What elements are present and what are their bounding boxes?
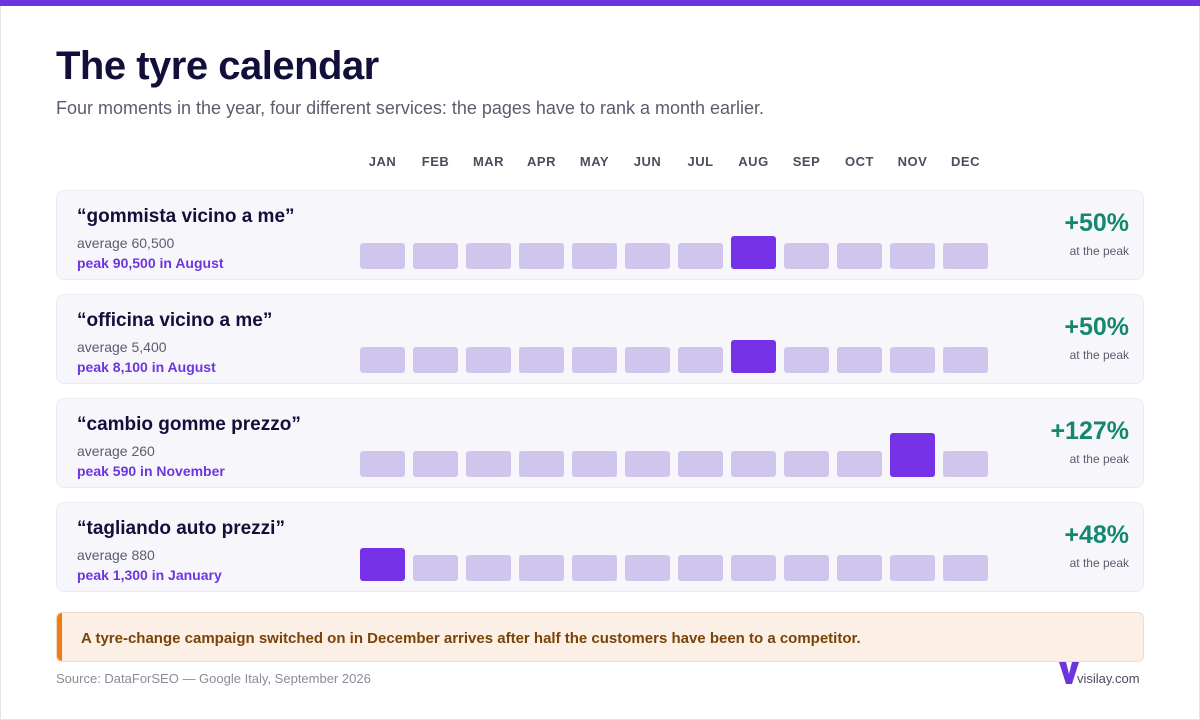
month-label-feb: FEB: [421, 154, 450, 169]
peak-change-value: +127%: [1050, 417, 1129, 445]
monthly-bars: [360, 399, 1000, 489]
month-label-dec: DEC: [951, 154, 980, 169]
month-bar: [360, 347, 405, 373]
keyword-peak: peak 1,300 in January: [77, 567, 222, 583]
brand-logo: visilay.com: [1057, 660, 1147, 690]
peak-change-label: at the peak: [1069, 348, 1129, 362]
month-bar: [360, 243, 405, 269]
peak-month-bar: [731, 340, 776, 373]
peak-change-label: at the peak: [1069, 452, 1129, 466]
peak-change-value: +48%: [1064, 521, 1129, 549]
keyword-term: “gommista vicino a me”: [77, 206, 295, 227]
monthly-bars: [360, 295, 1000, 385]
month-bar: [413, 347, 458, 373]
month-bar: [466, 555, 511, 581]
month-label-jan: JAN: [368, 154, 397, 169]
month-bar: [837, 451, 882, 477]
month-bar: [784, 243, 829, 269]
peak-change-label: at the peak: [1069, 556, 1129, 570]
peak-change-value: +50%: [1064, 209, 1129, 237]
month-bar: [678, 243, 723, 269]
month-bar: [466, 347, 511, 373]
month-label-jul: JUL: [687, 154, 714, 169]
month-bar: [890, 347, 935, 373]
peak-change-value: +50%: [1064, 313, 1129, 341]
month-label-nov: NOV: [897, 154, 928, 169]
month-bar: [837, 347, 882, 373]
keyword-card: “tagliando auto prezzi” average 880 peak 1…: [56, 502, 1144, 592]
month-bar: [943, 555, 988, 581]
month-label-aug: AUG: [738, 154, 769, 169]
month-label-sep: SEP: [792, 154, 821, 169]
month-bar: [678, 347, 723, 373]
monthly-bars: [360, 503, 1000, 593]
keyword-average: average 60,500: [77, 235, 175, 251]
month-bar: [943, 347, 988, 373]
month-bar: [784, 451, 829, 477]
month-label-mar: MAR: [472, 154, 505, 169]
month-bar: [625, 555, 670, 581]
callout-box: A tyre-change campaign switched on in De…: [56, 612, 1144, 662]
keyword-card: “gommista vicino a me” average 60,500 peak…: [56, 190, 1144, 280]
month-bar: [519, 347, 564, 373]
month-bar: [519, 243, 564, 269]
callout-accent-bar: [57, 613, 62, 661]
month-bar: [572, 243, 617, 269]
peak-month-bar: [890, 433, 935, 477]
top-accent-bar: [0, 0, 1200, 6]
peak-month-bar: [731, 236, 776, 269]
page-subtitle: Four moments in the year, four different…: [56, 98, 765, 118]
source-note: Source: DataForSEO — Google Italy, Septe…: [56, 671, 371, 686]
keyword-card: “cambio gomme prezzo” average 260 peak 590…: [56, 398, 1144, 488]
month-bar: [519, 555, 564, 581]
keyword-average: average 880: [77, 547, 155, 563]
month-axis: JAN FEB MAR APR MAY JUN JUL AUG SEP OCT NOV DEC: [360, 154, 1000, 172]
month-label-jun: JUN: [633, 154, 662, 169]
month-bar: [943, 243, 988, 269]
month-bar: [413, 451, 458, 477]
month-bar: [572, 451, 617, 477]
month-bar: [360, 451, 405, 477]
callout-text: A tyre-change campaign switched on in De…: [81, 630, 861, 647]
month-bar: [572, 347, 617, 373]
month-label-oct: OCT: [845, 154, 874, 169]
month-label-may: MAY: [579, 154, 610, 169]
month-bar: [678, 451, 723, 477]
month-bar: [837, 555, 882, 581]
brand-v-icon: [1059, 662, 1079, 684]
month-bar: [625, 451, 670, 477]
keyword-peak: peak 590 in November: [77, 463, 225, 479]
month-bar: [572, 555, 617, 581]
month-label-apr: APR: [527, 154, 556, 169]
month-bar: [784, 347, 829, 373]
month-bar: [625, 243, 670, 269]
keyword-term: “officina vicino a me”: [77, 310, 273, 331]
page-title: The tyre calendar: [56, 44, 379, 88]
monthly-bars: [360, 191, 1000, 281]
brand-wordmark: visilay.com: [1077, 671, 1140, 686]
month-bar: [943, 451, 988, 477]
month-bar: [413, 243, 458, 269]
month-bar: [413, 555, 458, 581]
month-bar: [731, 555, 776, 581]
month-bar: [466, 451, 511, 477]
keyword-average: average 260: [77, 443, 155, 459]
month-bar: [837, 243, 882, 269]
keyword-term: “tagliando auto prezzi”: [77, 518, 285, 539]
keyword-average: average 5,400: [77, 339, 167, 355]
keyword-peak: peak 8,100 in August: [77, 359, 216, 375]
keyword-term: “cambio gomme prezzo”: [77, 414, 301, 435]
month-bar: [625, 347, 670, 373]
keyword-peak: peak 90,500 in August: [77, 255, 224, 271]
keyword-card: “officina vicino a me” average 5,400 peak …: [56, 294, 1144, 384]
month-bar: [466, 243, 511, 269]
peak-change-label: at the peak: [1069, 244, 1129, 258]
month-bar: [890, 555, 935, 581]
peak-month-bar: [360, 548, 405, 581]
month-bar: [890, 243, 935, 269]
month-bar: [519, 451, 564, 477]
month-bar: [784, 555, 829, 581]
month-bar: [678, 555, 723, 581]
month-bar: [731, 451, 776, 477]
